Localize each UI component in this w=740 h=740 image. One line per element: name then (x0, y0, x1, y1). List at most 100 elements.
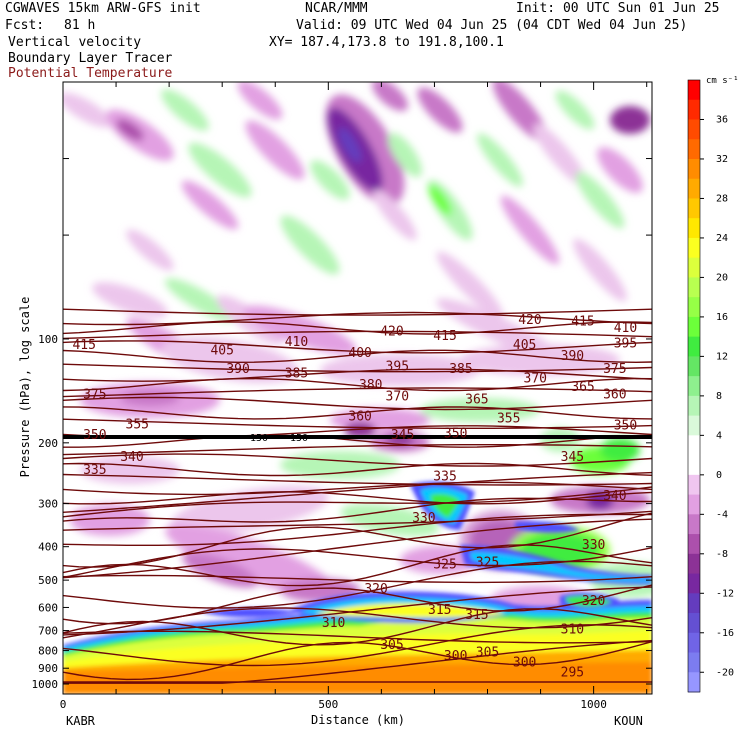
isentrope (63, 518, 652, 579)
theta-label: 295 (561, 665, 584, 680)
colorbar-swatch (688, 297, 700, 318)
theta-label: 340 (120, 450, 143, 465)
colorbar-tick-label: 16 (716, 312, 728, 323)
y-axis: 100 200 300 400 500 600 700 800 900 1000 (32, 158, 652, 691)
vertical-velocity-shading (63, 82, 652, 694)
isentrope (63, 491, 652, 505)
colorbar-swatch (688, 336, 700, 357)
theta-label: 340 (603, 489, 626, 504)
field-boundary-layer-tracer: Boundary Layer Tracer (8, 51, 173, 66)
y-tick-label: 700 (38, 625, 58, 638)
theta-label: 390 (561, 349, 584, 364)
theta-label: 300 (513, 655, 536, 670)
colorbar-swatch (688, 80, 700, 101)
colorbar-swatch (688, 672, 700, 693)
colorbar-tick-label: 0 (716, 470, 722, 481)
theta-label: 405 (210, 343, 233, 358)
theta-label: 380 (359, 378, 382, 393)
colorbar-frame (687, 79, 701, 693)
theta-label: 405 (513, 338, 536, 353)
org-label: NCAR/MMM (305, 1, 368, 16)
theta-label: 415 (72, 338, 95, 353)
isentrope (63, 308, 652, 316)
theta-label: 415 (571, 314, 594, 329)
colorbar-swatch (688, 553, 700, 575)
theta-label: 325 (433, 557, 456, 572)
colorbar-tick-label: 32 (716, 154, 728, 165)
theta-label: 315 (428, 603, 451, 618)
isentrope (63, 473, 652, 486)
isentrope (63, 639, 652, 684)
theta-label: 350 (83, 428, 106, 443)
theta-label: 335 (83, 463, 106, 478)
endpoint-left-label: KABR (66, 714, 96, 728)
colorbar-swatch (688, 218, 700, 239)
forecast-value: 81 h (64, 18, 96, 33)
colorbar-swatch (688, 514, 700, 535)
y-tick-label: 800 (38, 645, 58, 658)
theta-label: 375 (83, 388, 106, 403)
colorbar-swatch (688, 435, 700, 456)
theta-label: 415 (433, 329, 456, 344)
isentrope (63, 434, 652, 448)
isentrope (63, 630, 652, 644)
colorbar-swatch (688, 593, 700, 614)
isentrope (63, 624, 652, 667)
theta-label: 330 (412, 511, 435, 526)
colorbar-tick-label: -8 (716, 549, 728, 560)
colorbar-swatch (688, 158, 700, 180)
theta-label: 395 (614, 336, 637, 351)
isentrope (63, 396, 652, 411)
colorbar-swatch (688, 534, 700, 555)
colorbar-tick-label: 36 (716, 114, 728, 125)
theta-label: 385 (449, 362, 472, 377)
colorbar-swatch (688, 652, 700, 673)
isentrope (63, 471, 652, 513)
cross-section-endpoints: XY= 187.4,173.8 to 191.8,100.1 (269, 35, 504, 50)
colorbar-swatch (688, 474, 700, 496)
isentrope (63, 462, 652, 477)
colorbar-swatch (688, 198, 700, 219)
isentrope (63, 512, 652, 568)
isentrope (63, 340, 652, 354)
theta-label: 420 (518, 313, 541, 328)
isentrope (63, 349, 652, 364)
x-tick-label: 500 (318, 698, 338, 711)
y-tick-label: 500 (38, 574, 58, 587)
theta-label: 355 (126, 418, 149, 433)
theta-label: 300 (444, 649, 467, 664)
init-time: Init: 00 UTC Sun 01 Jun 25 (516, 1, 720, 16)
theta-label: 305 (476, 645, 499, 660)
colorbar-swatch (688, 277, 700, 298)
theta-label: 360 (348, 410, 371, 425)
theta-label: 420 (380, 324, 403, 339)
colorbar-swatch (688, 395, 700, 417)
x-tick-label: 0 (60, 698, 67, 711)
colorbar-swatch (688, 455, 700, 476)
colorbar-swatch (688, 119, 700, 140)
y-tick-label: 1000 (32, 678, 59, 691)
isentrope (63, 547, 652, 579)
isentrope (63, 513, 652, 546)
y-tick-label: 900 (38, 662, 58, 675)
theta-label: 310 (322, 616, 345, 631)
y-tick-label: 400 (38, 541, 58, 554)
colorbar-swatch (688, 376, 700, 397)
colorbar-swatch (688, 573, 700, 594)
theta-label: 400 (348, 346, 371, 361)
isentrope (63, 368, 652, 382)
tropopause-label: 150 (250, 433, 268, 444)
colorbar-swatch (688, 178, 700, 199)
theta-label: 365 (465, 393, 488, 408)
colorbar-swatch (688, 237, 700, 259)
colorbar-swatch (688, 139, 700, 160)
isentrope (63, 330, 652, 340)
colorbar-tick-label: -12 (716, 588, 734, 599)
isentrope (63, 311, 652, 326)
y-tick-label: 100 (38, 333, 58, 346)
colorbar-tick-label: 20 (716, 272, 728, 283)
tropopause-label: 150 (290, 433, 308, 444)
theta-label: 370 (524, 371, 547, 386)
isentrope (63, 418, 652, 429)
